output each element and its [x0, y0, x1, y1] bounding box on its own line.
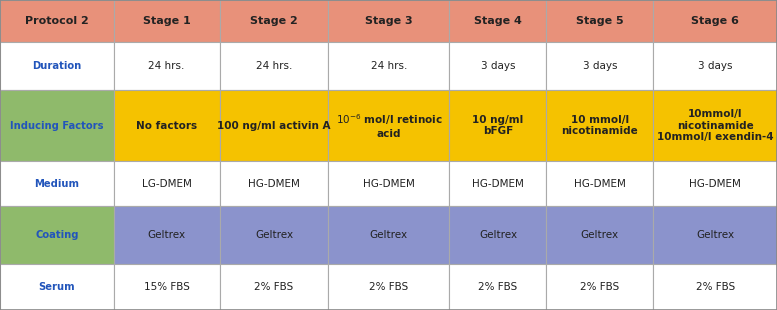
Text: HG-DMEM: HG-DMEM [363, 179, 415, 189]
Bar [220, 90, 329, 161]
Bar [0, 0, 113, 42]
Text: Geltrex: Geltrex [696, 230, 734, 240]
Bar [653, 90, 777, 161]
Text: 10 ng/ml
bFGF: 10 ng/ml bFGF [472, 115, 524, 136]
Text: Stage 6: Stage 6 [692, 16, 739, 26]
Text: HG-DMEM: HG-DMEM [574, 179, 625, 189]
Text: Inducing Factors: Inducing Factors [10, 121, 103, 131]
Text: Coating: Coating [35, 230, 78, 240]
Bar [546, 90, 653, 161]
Text: 10 mmol/l
nicotinamide: 10 mmol/l nicotinamide [562, 115, 638, 136]
Bar [220, 206, 329, 264]
Bar [113, 264, 220, 310]
Text: Medium: Medium [34, 179, 79, 189]
Text: $10^{-6}$ mol/l retinoic
acid: $10^{-6}$ mol/l retinoic acid [336, 112, 442, 139]
Text: LG-DMEM: LG-DMEM [141, 179, 192, 189]
Text: 2% FBS: 2% FBS [580, 282, 619, 292]
Bar [220, 42, 329, 90]
Bar [653, 0, 777, 42]
Bar [653, 264, 777, 310]
Text: 10mmol/l
nicotinamide
10mmol/l exendin-4: 10mmol/l nicotinamide 10mmol/l exendin-4 [657, 109, 773, 142]
Text: Geltrex: Geltrex [255, 230, 293, 240]
Bar [546, 42, 653, 90]
Bar [329, 206, 449, 264]
Bar [546, 161, 653, 206]
Text: HG-DMEM: HG-DMEM [472, 179, 524, 189]
Bar [653, 206, 777, 264]
Bar [449, 264, 546, 310]
Bar [113, 90, 220, 161]
Text: 24 hrs.: 24 hrs. [148, 61, 185, 71]
Text: Geltrex: Geltrex [581, 230, 619, 240]
Bar [449, 206, 546, 264]
Bar [546, 206, 653, 264]
Text: 100 ng/ml activin A: 100 ng/ml activin A [218, 121, 331, 131]
Text: Stage 3: Stage 3 [365, 16, 413, 26]
Bar [329, 0, 449, 42]
Text: Stage 5: Stage 5 [576, 16, 624, 26]
Bar [449, 42, 546, 90]
Text: Geltrex: Geltrex [479, 230, 517, 240]
Bar [113, 161, 220, 206]
Text: Protocol 2: Protocol 2 [25, 16, 89, 26]
Bar [220, 0, 329, 42]
Text: 2% FBS: 2% FBS [479, 282, 517, 292]
Text: Geltrex: Geltrex [148, 230, 186, 240]
Text: HG-DMEM: HG-DMEM [689, 179, 741, 189]
Bar [0, 90, 113, 161]
Bar [220, 161, 329, 206]
Bar [329, 161, 449, 206]
Text: No factors: No factors [136, 121, 197, 131]
Text: Geltrex: Geltrex [370, 230, 408, 240]
Text: 3 days: 3 days [583, 61, 617, 71]
Text: HG-DMEM: HG-DMEM [248, 179, 300, 189]
Bar [113, 206, 220, 264]
Text: Stage 1: Stage 1 [143, 16, 190, 26]
Bar [0, 206, 113, 264]
Text: 24 hrs.: 24 hrs. [256, 61, 292, 71]
Text: Duration: Duration [32, 61, 82, 71]
Text: 2% FBS: 2% FBS [369, 282, 409, 292]
Bar [220, 264, 329, 310]
Text: 24 hrs.: 24 hrs. [371, 61, 407, 71]
Bar [329, 90, 449, 161]
Bar [449, 90, 546, 161]
Bar [0, 42, 113, 90]
Bar [449, 161, 546, 206]
Bar [546, 0, 653, 42]
Text: Stage 4: Stage 4 [474, 16, 522, 26]
Bar [329, 264, 449, 310]
Text: 3 days: 3 days [481, 61, 515, 71]
Text: Stage 2: Stage 2 [250, 16, 298, 26]
Bar [0, 161, 113, 206]
Bar [546, 264, 653, 310]
Bar [113, 42, 220, 90]
Bar [449, 0, 546, 42]
Text: 15% FBS: 15% FBS [144, 282, 190, 292]
Text: Serum: Serum [39, 282, 75, 292]
Bar [0, 264, 113, 310]
Text: 2% FBS: 2% FBS [695, 282, 735, 292]
Bar [329, 42, 449, 90]
Bar [113, 0, 220, 42]
Bar [653, 42, 777, 90]
Text: 2% FBS: 2% FBS [254, 282, 294, 292]
Bar [653, 161, 777, 206]
Text: 3 days: 3 days [698, 61, 733, 71]
